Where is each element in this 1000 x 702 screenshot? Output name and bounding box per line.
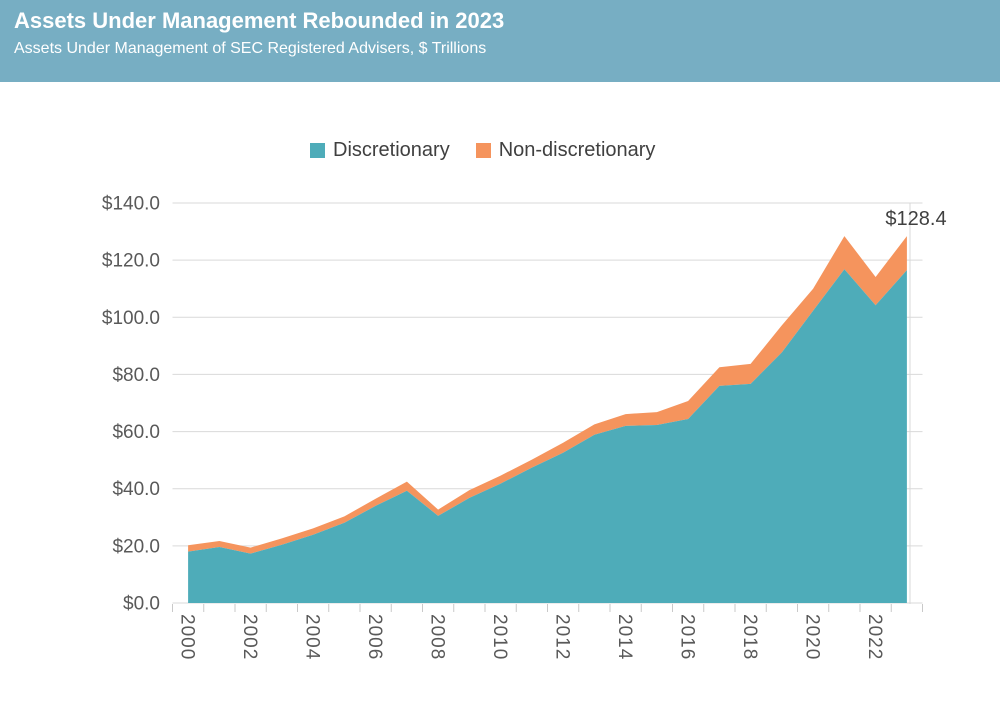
chart-legend: Discretionary Non-discretionary <box>310 139 655 162</box>
y-axis-label: $140.0 <box>102 194 160 215</box>
x-axis-label: 2006 <box>364 614 385 660</box>
y-axis-label: $80.0 <box>112 365 160 386</box>
y-axis-label: $100.0 <box>102 308 160 329</box>
y-axis-label: $120.0 <box>102 251 160 272</box>
page-subtitle: Assets Under Management of SEC Registere… <box>14 39 487 57</box>
x-axis-label: 2018 <box>739 614 760 660</box>
x-axis-label: 2012 <box>552 614 573 660</box>
x-axis-label: 2004 <box>302 614 323 660</box>
x-axis-label: 2008 <box>427 614 448 660</box>
x-axis-label: 2014 <box>614 614 635 660</box>
legend-item-non-discretionary: Non-discretionary <box>475 139 656 162</box>
y-axis-label: $60.0 <box>112 422 160 443</box>
legend-item-discretionary: Discretionary <box>310 139 450 162</box>
chart-header: Assets Under Management Rebounded in 202… <box>0 0 1000 82</box>
x-axis-label: 2022 <box>864 614 885 660</box>
x-axis-label: 2016 <box>677 614 698 660</box>
legend-swatch <box>475 143 491 158</box>
area-non-discretionary <box>188 236 907 554</box>
latest-value-callout: $128.4 <box>885 208 947 230</box>
x-axis-label: 2010 <box>489 614 510 660</box>
y-axis-label: $40.0 <box>112 479 160 500</box>
y-axis-label: $0.0 <box>123 594 160 615</box>
x-axis-label: 2020 <box>802 614 823 660</box>
area-discretionary <box>188 269 907 603</box>
legend-label: Non-discretionary <box>498 139 656 161</box>
x-axis-label: 2000 <box>177 614 198 660</box>
legend-label: Discretionary <box>333 139 450 161</box>
x-axis-label: 2002 <box>239 614 260 660</box>
y-axis-label: $20.0 <box>112 536 160 557</box>
legend-swatch <box>310 143 325 158</box>
page-title: Assets Under Management Rebounded in 202… <box>14 8 505 33</box>
